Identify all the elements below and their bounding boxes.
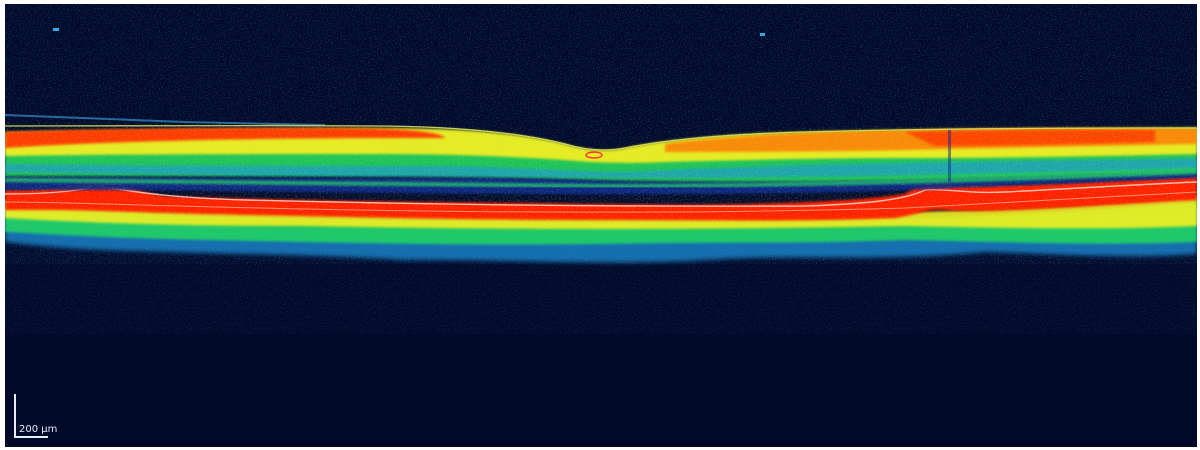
vitreous-speck-1 [53, 28, 59, 31]
vessel-shadow [948, 130, 951, 182]
vitreous-speck-2 [760, 33, 765, 36]
oct-scan-frame: 200 µm [5, 4, 1197, 447]
scale-bar: 200 µm [14, 394, 58, 442]
scale-bar-horizontal [14, 436, 48, 438]
ilm-surface [5, 124, 1197, 151]
foveal-reflex [585, 151, 603, 159]
scale-bar-vertical [14, 394, 16, 438]
scale-bar-label: 200 µm [19, 424, 58, 435]
oct-scan-image [5, 4, 1197, 334]
